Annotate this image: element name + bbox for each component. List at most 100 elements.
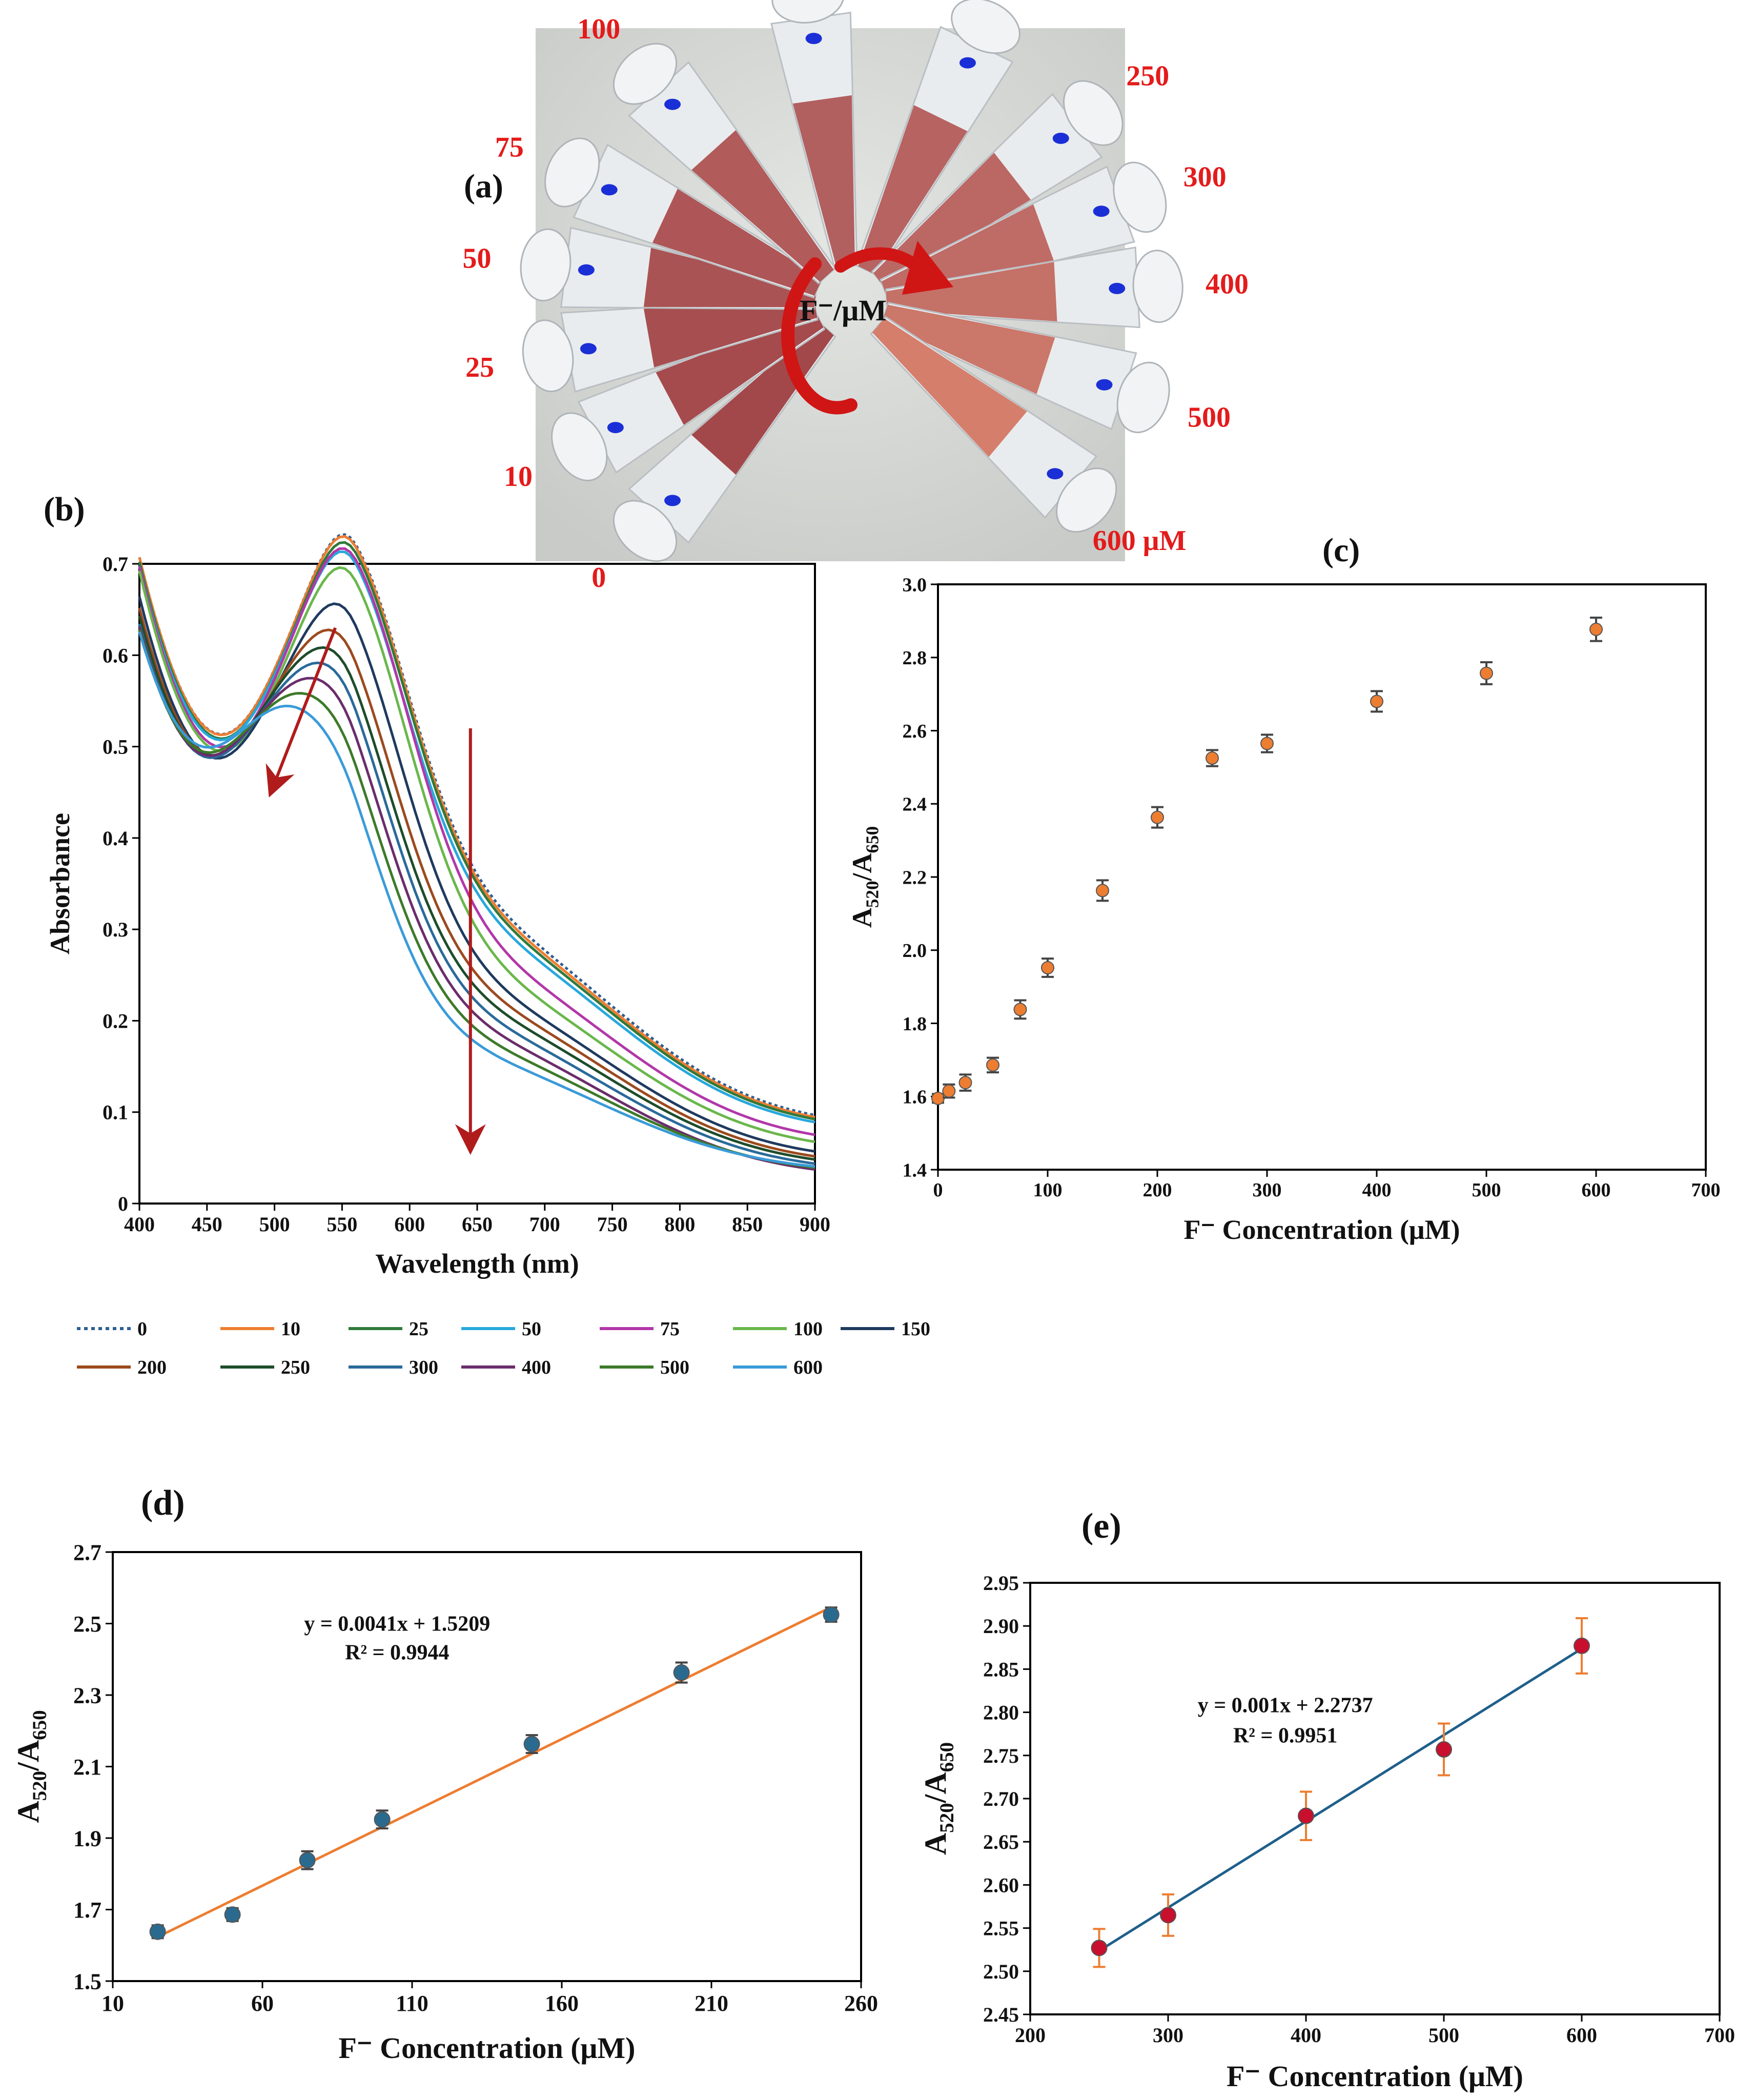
tube-cap <box>522 319 574 393</box>
y-tick-label: 2.4 <box>903 794 927 815</box>
tube-solution <box>643 248 816 308</box>
x-tick-label: 400 <box>1291 2024 1321 2047</box>
x-tick-label: 300 <box>1253 1179 1282 1201</box>
data-point <box>224 1906 241 1923</box>
x-tick-label: 400 <box>124 1213 155 1236</box>
tube-cap <box>520 228 571 302</box>
tube-solution <box>792 95 855 269</box>
tube-cap <box>612 43 678 105</box>
tube-cap <box>1056 467 1117 533</box>
x-tick-label: 200 <box>1143 1179 1172 1201</box>
tube-marker-ink <box>1052 132 1069 144</box>
y-tick-label: 2.1 <box>73 1755 101 1780</box>
y-tick-label: 1.8 <box>903 1013 927 1035</box>
panel-label-a: (a) <box>464 168 503 205</box>
y-axis-label: A520/A650 <box>847 826 883 928</box>
x-tick-label: 100 <box>1033 1179 1063 1201</box>
legend-label: 10 <box>281 1318 300 1340</box>
legend-label: 300 <box>409 1357 438 1378</box>
x-tick-label: 110 <box>396 1991 428 2016</box>
data-point <box>1013 1003 1027 1016</box>
tube-solution <box>644 299 818 368</box>
data-point <box>1436 1741 1452 1758</box>
x-tick-label: 600 <box>394 1213 425 1236</box>
tube-cap <box>1132 250 1183 323</box>
y-tick-label: 2.7 <box>73 1540 101 1565</box>
high-range-fit-chart: 200 300 400 500 600 700 2.45 2.50 2.55 2.60 2.65 2.… <box>918 1572 1735 2093</box>
data-point <box>1151 810 1164 824</box>
y-tick-label: 1.7 <box>73 1898 101 1923</box>
tube-cap <box>771 0 845 24</box>
x-tick-label: 800 <box>664 1213 695 1236</box>
data-point <box>374 1811 391 1828</box>
legend-label: 75 <box>660 1318 680 1340</box>
tube-marker-ink <box>601 184 618 196</box>
x-tick-label: 700 <box>529 1213 560 1236</box>
fit-line <box>157 1606 832 1939</box>
y-tick-label: 3.0 <box>903 574 927 596</box>
y-tick-label: 0.4 <box>103 827 128 850</box>
tube-cap <box>951 0 1020 54</box>
data-point <box>149 1923 166 1940</box>
y-tick-label: 2.75 <box>983 1744 1019 1767</box>
spectrum-line-50 <box>138 550 815 1124</box>
y-tick-label: 2.80 <box>983 1701 1019 1724</box>
y-tick-label: 2.3 <box>73 1683 101 1708</box>
data-point <box>1160 1907 1176 1924</box>
y-tick-label: 2.85 <box>983 1658 1019 1681</box>
data-point <box>1298 1807 1314 1824</box>
tube-solution <box>691 130 834 282</box>
x-axis-label: F⁻ Concentration (μM) <box>1184 1214 1460 1245</box>
low-range-fit-chart: 10 60 110 160 210 260 1.5 1.7 1.9 2.1 2.3 2.5 2.7 F⁻ … <box>11 1540 878 2065</box>
fit-r-squared: R² = 0.9951 <box>1233 1724 1337 1748</box>
x-tick-label: 500 <box>259 1213 290 1236</box>
y-tick-label: 2.2 <box>903 867 927 888</box>
legend-label: 150 <box>901 1318 930 1340</box>
tube-solution <box>858 105 968 274</box>
tube-solution <box>882 304 1055 394</box>
data-point <box>942 1084 956 1098</box>
fit-equation: y = 0.0041x + 1.5209 <box>304 1612 490 1636</box>
y-tick-label: 2.55 <box>983 1917 1019 1940</box>
tube-marker-ink <box>1096 379 1113 391</box>
tube-marker-ink <box>1109 282 1126 294</box>
data-point <box>958 1076 972 1090</box>
tube-label: 25 <box>465 352 494 383</box>
tube-label: 100 <box>577 13 620 45</box>
trend-arrow <box>266 627 337 798</box>
tube-cap <box>551 412 608 481</box>
tube-cap <box>544 137 600 208</box>
tube-solution <box>872 318 1027 457</box>
spectrum-line-25 <box>138 541 815 1120</box>
x-tick-label: 600 <box>1566 2024 1597 2047</box>
y-tick-label: 1.4 <box>903 1159 927 1181</box>
tube-cap <box>1063 80 1124 146</box>
tube-marker-ink <box>805 33 822 45</box>
data-point <box>1206 751 1219 765</box>
legend-label: 50 <box>522 1318 541 1340</box>
x-tick-label: 550 <box>326 1213 357 1236</box>
tube-solution <box>873 153 1031 288</box>
data-point <box>931 1091 945 1105</box>
y-tick-label: 1.5 <box>73 1969 101 1994</box>
data-point <box>1370 695 1383 708</box>
legend-label: 100 <box>793 1318 823 1340</box>
fit-equation: y = 0.001x + 2.2737 <box>1198 1694 1373 1718</box>
spectra-chart: 400 450 500 550 600 650 700 750 800 850 90000.10.2… <box>45 533 930 1378</box>
x-tick-label: 400 <box>1362 1179 1392 1201</box>
y-tick-label: 0.5 <box>103 736 128 759</box>
y-tick-label: 0.6 <box>103 644 128 667</box>
legend-label: 600 <box>793 1357 823 1378</box>
tube-label: 300 <box>1183 161 1227 193</box>
tube-label: 500 <box>1188 401 1231 433</box>
plot-frame <box>937 583 1707 1171</box>
tube-marker-ink <box>578 264 595 276</box>
legend-label: 400 <box>522 1357 551 1378</box>
spectrum-line-100 <box>138 566 815 1144</box>
photo-arrow-label: F⁻/μM <box>800 294 887 327</box>
y-axis-label: Absorbance <box>45 813 75 954</box>
tube-marker-ink <box>664 495 681 506</box>
